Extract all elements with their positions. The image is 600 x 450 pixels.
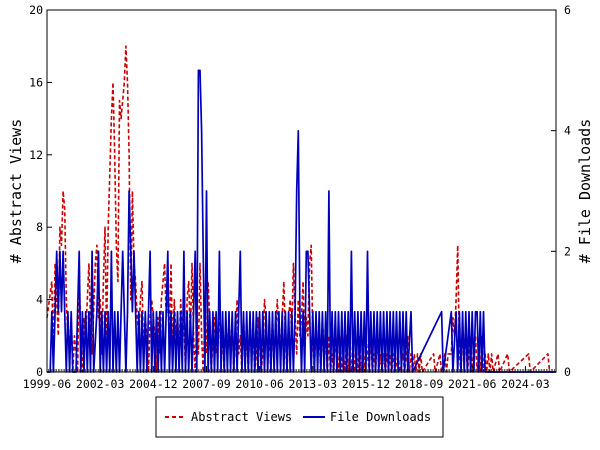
- x-tick-label: 1999-06: [23, 377, 72, 391]
- x-tick-label: 2021-06: [448, 377, 497, 391]
- y-left-tick-label: 0: [36, 365, 43, 379]
- plot-area: [46, 9, 557, 373]
- y-left-tick-label: 12: [29, 148, 43, 162]
- y-right-tick-label: 2: [564, 244, 571, 258]
- series-line-file-downloads: [47, 69, 556, 373]
- y-left-tick-label: 16: [29, 75, 43, 89]
- x-tick-label: 2024-03: [501, 377, 550, 391]
- x-tick-label: 2015-12: [342, 377, 390, 391]
- right-axis: 0 2 4 6: [551, 3, 571, 379]
- x-tick-label: 2010-06: [235, 377, 284, 391]
- y-left-tick-label: 20: [29, 3, 43, 17]
- y-right-tick-label: 0: [564, 365, 571, 379]
- x-axis: 1999-06 2002-03 2004-12 2007-09 2010-06 2013-…: [23, 366, 557, 391]
- x-tick-label: 2007-09: [182, 377, 231, 391]
- x-tick-label: 2004-12: [129, 377, 177, 391]
- x-tick-label: 2002-03: [76, 377, 125, 391]
- y-left-tick-label: 8: [36, 220, 43, 234]
- legend: Abstract Views File Downloads: [155, 396, 444, 438]
- x-tick-label: 2013-03: [289, 377, 338, 391]
- x-tick-label: 2018-09: [395, 377, 444, 391]
- legend-abstract-views-label: Abstract Views: [191, 410, 292, 424]
- left-axis: 0 4 8 12 16 20: [29, 3, 52, 379]
- y-right-tick-label: 4: [564, 124, 571, 138]
- y-left-tick-label: 4: [36, 293, 43, 307]
- y-axis-right-title: # File Downloads: [576, 119, 594, 264]
- y-right-tick-label: 6: [564, 3, 571, 17]
- legend-box: [155, 396, 444, 438]
- y-axis-left-title: # Abstract Views: [7, 119, 25, 264]
- legend-file-downloads-label: File Downloads: [330, 410, 431, 424]
